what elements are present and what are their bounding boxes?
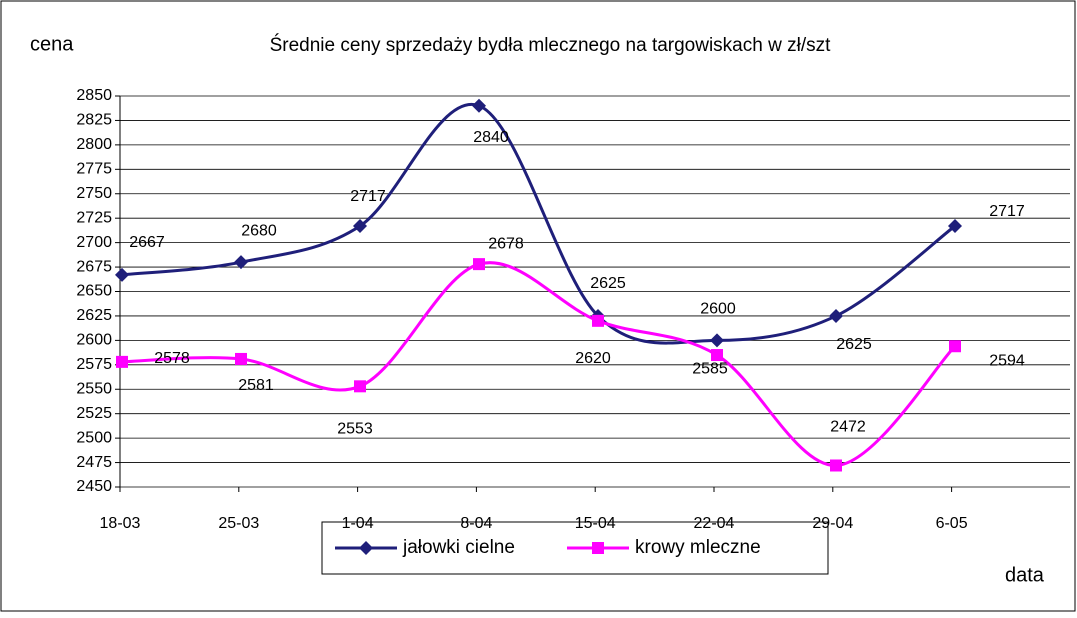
data-point	[948, 219, 962, 234]
y-tick-label: 2725	[76, 209, 112, 226]
x-tick-label: 22-04	[694, 515, 735, 532]
data-point	[830, 459, 842, 472]
y-tick-label: 2850	[76, 87, 112, 104]
y-tick-label: 2650	[76, 283, 112, 300]
data-point	[711, 349, 723, 362]
x-axis-label: data	[1005, 564, 1045, 586]
legend-marker	[592, 542, 604, 554]
legend-label: krowy mleczne	[635, 537, 761, 558]
y-tick-label: 2575	[76, 356, 112, 373]
data-point	[710, 333, 724, 348]
data-label: 2585	[692, 360, 728, 377]
y-tick-label: 2600	[76, 332, 112, 349]
data-label: 2625	[836, 336, 872, 353]
data-label: 2594	[989, 352, 1025, 369]
data-point	[354, 380, 366, 393]
x-tick-label: 15-04	[575, 515, 616, 532]
data-point	[472, 98, 486, 113]
data-label: 2581	[238, 377, 274, 394]
y-tick-label: 2475	[76, 454, 112, 471]
data-label: 2472	[830, 419, 866, 436]
y-tick-label: 2450	[76, 478, 112, 495]
y-axis-label: cena	[30, 33, 74, 55]
data-point	[235, 352, 247, 365]
y-tick-label: 2525	[76, 405, 112, 422]
data-point	[116, 355, 128, 368]
legend-marker	[359, 541, 373, 555]
y-tick-label: 2775	[76, 161, 112, 178]
data-label: 2678	[488, 235, 524, 252]
x-tick-label: 18-03	[100, 515, 141, 532]
x-tick-label: 29-04	[812, 515, 853, 532]
data-point	[473, 258, 485, 271]
data-label: 2578	[154, 350, 190, 367]
chart-title: Średnie ceny sprzedaży bydła mlecznego n…	[270, 34, 831, 56]
y-tick-label: 2800	[76, 136, 112, 153]
data-label: 2625	[590, 275, 626, 292]
series-line	[121, 102, 956, 345]
data-point	[353, 219, 367, 234]
legend-label: jałowki cielne	[402, 537, 515, 558]
data-label: 2717	[989, 203, 1025, 220]
x-tick-label: 1-04	[342, 515, 374, 532]
data-label: 2667	[129, 234, 165, 251]
x-tick-label: 6-05	[936, 515, 968, 532]
x-tick-label: 8-04	[460, 515, 492, 532]
data-label: 2553	[337, 421, 373, 438]
data-point	[115, 267, 129, 282]
data-point	[829, 308, 843, 323]
data-label: 2717	[350, 188, 386, 205]
data-label: 2620	[575, 350, 611, 367]
y-tick-label: 2550	[76, 380, 112, 397]
data-point	[592, 314, 604, 327]
y-tick-label: 2750	[76, 185, 112, 202]
data-label: 2840	[473, 129, 509, 146]
data-label: 2600	[700, 301, 736, 318]
y-tick-label: 2500	[76, 429, 112, 446]
y-tick-label: 2625	[76, 307, 112, 324]
y-tick-label: 2675	[76, 258, 112, 275]
data-point	[234, 255, 248, 270]
x-tick-label: 25-03	[218, 515, 259, 532]
y-tick-label: 2700	[76, 234, 112, 251]
data-point	[949, 340, 961, 353]
data-label: 2680	[241, 222, 277, 239]
y-tick-label: 2825	[76, 112, 112, 129]
